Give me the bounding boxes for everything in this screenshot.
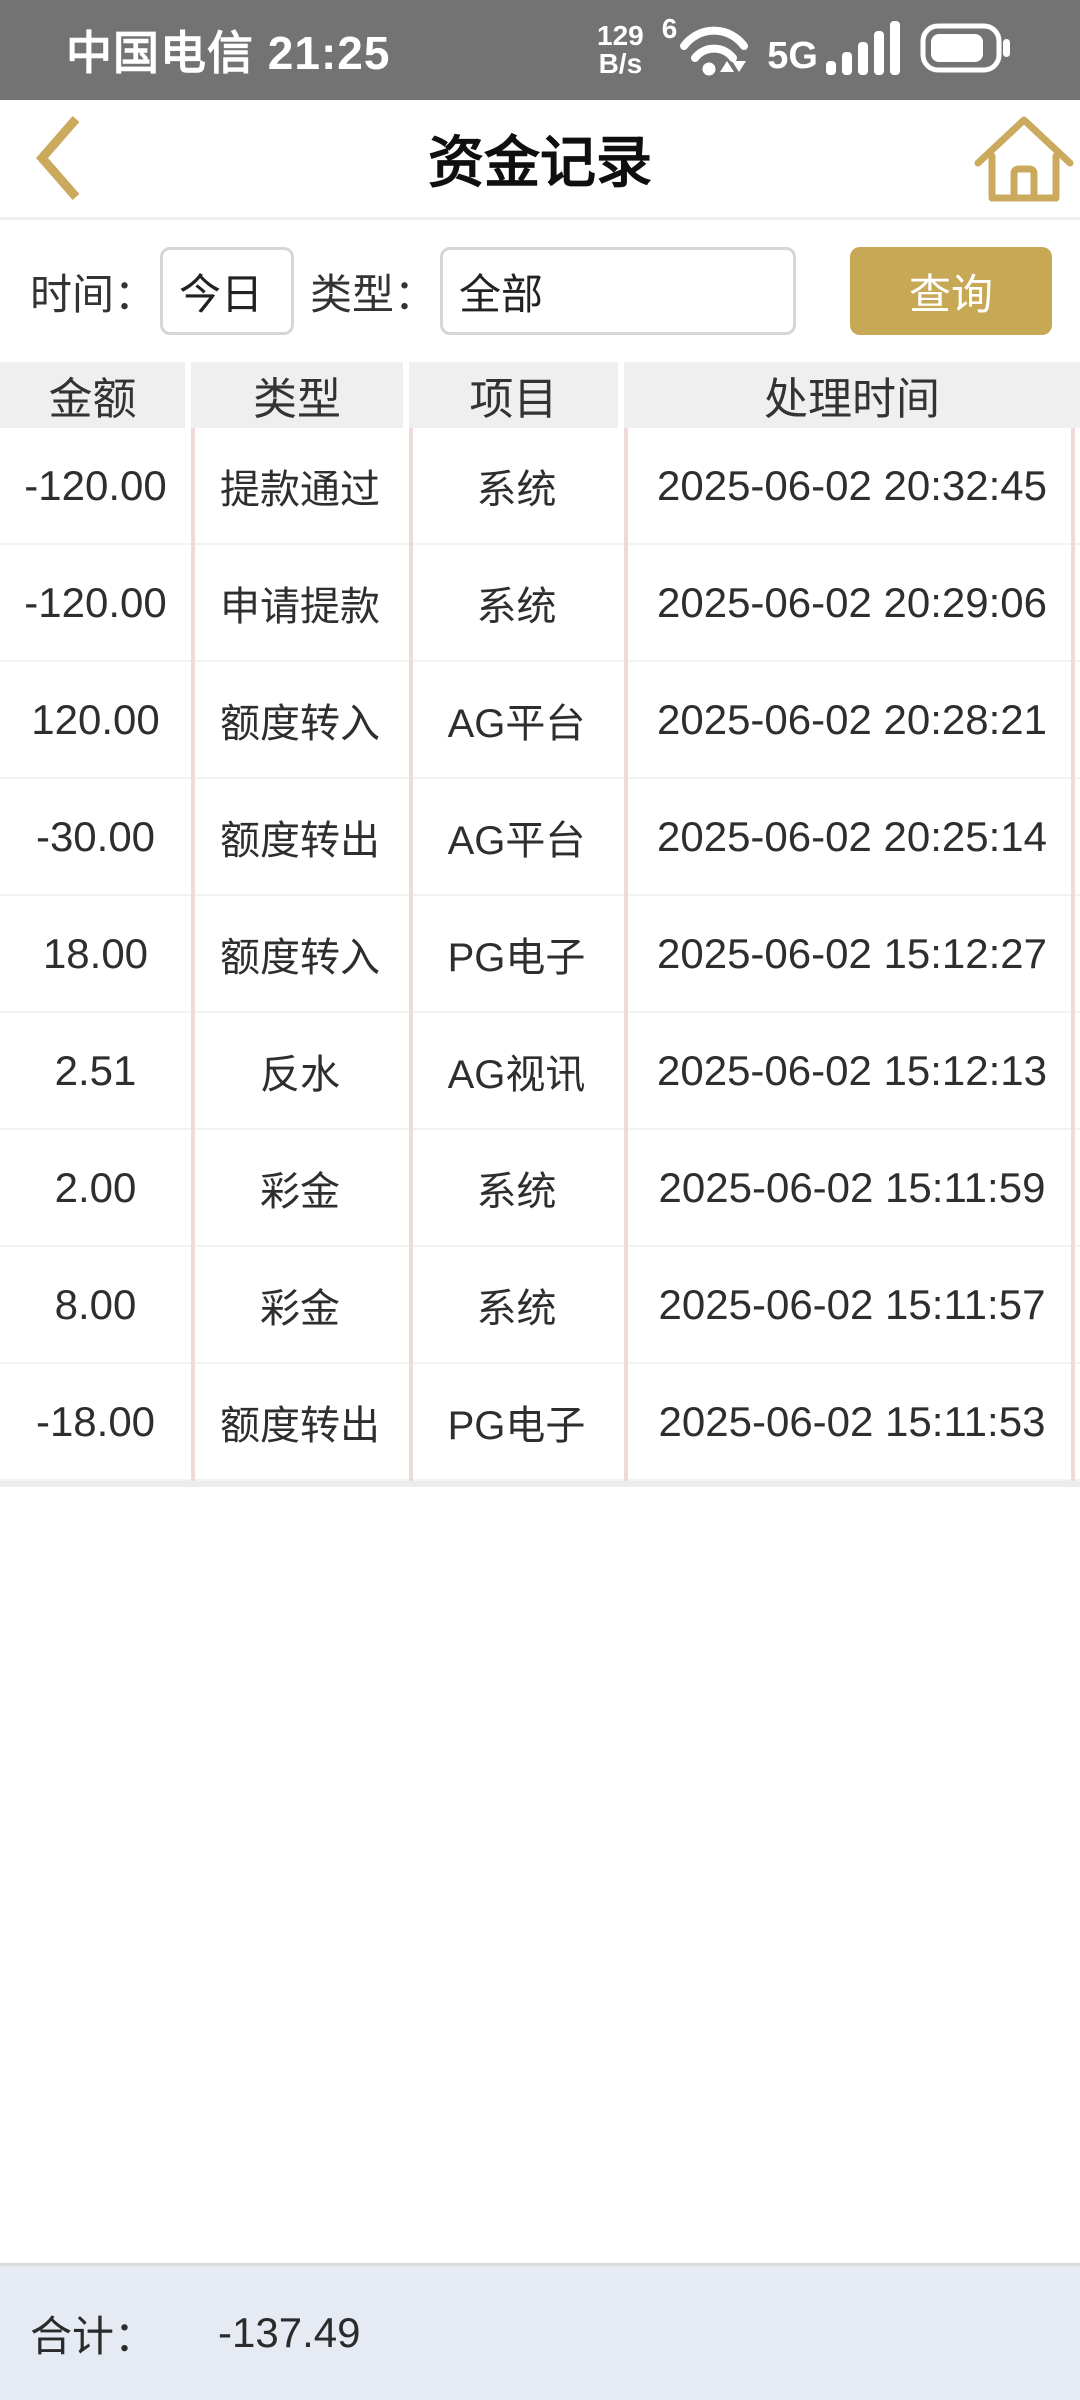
project-cell: 系统 <box>476 1169 557 1214</box>
type-cell: 额度转出 <box>220 1403 380 1448</box>
time-cell: 2025-06-02 20:25:14 <box>657 812 1047 860</box>
type-cell: 额度转入 <box>220 935 380 980</box>
home-button[interactable] <box>972 108 1076 212</box>
network-type-label: 5G <box>767 34 818 77</box>
project-cell: PG电子 <box>447 1403 586 1448</box>
time-filter-label: 时间： <box>30 270 157 318</box>
table-header-row: 金额 类型 项目 处理时间 <box>0 362 1080 428</box>
project-cell: AG平台 <box>447 701 586 746</box>
column-header-amount: 金额 <box>0 362 191 428</box>
type-cell: 申请提款 <box>220 584 380 629</box>
project-cell: PG电子 <box>447 935 586 980</box>
status-icons: 129 B/s 6 5G <box>597 13 1010 82</box>
table-row: -30.00 额度转出 AG平台 2025-06-02 20:25:14 <box>0 779 1080 896</box>
network-speed-indicator: 129 B/s <box>597 22 644 78</box>
type-cell: 提款通过 <box>220 467 380 512</box>
amount-cell: -30.00 <box>35 812 156 860</box>
table-row: 2.51 反水 AG视讯 2025-06-02 15:12:13 <box>0 1013 1080 1130</box>
query-button[interactable]: 查询 <box>850 247 1052 335</box>
amount-cell: -120.00 <box>24 461 167 509</box>
home-icon <box>972 108 1076 213</box>
network-speed-value: 129 <box>597 20 644 51</box>
type-cell: 额度转出 <box>220 818 380 863</box>
amount-cell: 2.51 <box>54 1046 137 1094</box>
chevron-left-icon <box>30 112 86 209</box>
type-filter-select[interactable]: 全部 <box>440 247 797 335</box>
time-cell: 2025-06-02 15:12:27 <box>657 929 1047 977</box>
amount-cell: -18.00 <box>35 1397 156 1445</box>
funds-table: 金额 类型 项目 处理时间 -120.00 提款通过 系统 2025-06-02… <box>0 362 1080 1487</box>
column-divider <box>1071 428 1075 1481</box>
time-cell: 2025-06-02 15:11:57 <box>658 1280 1046 1328</box>
battery-icon <box>920 23 1010 78</box>
column-divider <box>409 428 413 1481</box>
project-cell: 系统 <box>476 467 557 512</box>
carrier-and-time: 中国电信 21:25 <box>66 27 391 79</box>
type-cell: 额度转入 <box>220 701 380 746</box>
time-filter-select[interactable]: 今日 <box>160 247 295 335</box>
table-body: -120.00 提款通过 系统 2025-06-02 20:32:45 -120… <box>0 428 1080 1481</box>
wifi6-badge: 6 <box>661 12 678 44</box>
total-label: 合计： <box>30 2312 157 2360</box>
table-row: -120.00 提款通过 系统 2025-06-02 20:32:45 <box>0 428 1080 545</box>
project-cell: 系统 <box>476 584 557 629</box>
column-header-time: 处理时间 <box>624 362 1080 428</box>
type-cell: 彩金 <box>260 1169 340 1214</box>
project-cell: AG视讯 <box>447 1052 586 1097</box>
amount-cell: 18.00 <box>42 929 149 977</box>
time-cell: 2025-06-02 15:11:53 <box>658 1397 1046 1445</box>
time-cell: 2025-06-02 20:28:21 <box>657 695 1047 743</box>
amount-cell: 8.00 <box>54 1280 137 1328</box>
table-row: 8.00 彩金 系统 2025-06-02 15:11:57 <box>0 1247 1080 1364</box>
type-cell: 彩金 <box>260 1286 340 1331</box>
app-header: 资金记录 <box>0 100 1080 220</box>
total-value: -137.49 <box>218 2309 361 2356</box>
total-footer: 合计： -137.49 <box>0 2263 1080 2400</box>
column-header-project: 项目 <box>409 362 624 428</box>
table-row: 18.00 额度转入 PG电子 2025-06-02 15:12:27 <box>0 896 1080 1013</box>
column-divider <box>191 428 195 1481</box>
amount-cell: 120.00 <box>31 695 160 743</box>
table-row: -120.00 申请提款 系统 2025-06-02 20:29:06 <box>0 545 1080 662</box>
column-header-type: 类型 <box>191 362 409 428</box>
time-cell: 2025-06-02 15:11:59 <box>658 1163 1046 1211</box>
amount-cell: -120.00 <box>24 578 167 626</box>
time-cell: 2025-06-02 15:12:13 <box>657 1046 1047 1094</box>
signal-bars-icon <box>826 20 902 80</box>
table-bottom-border <box>0 1481 1080 1487</box>
time-cell: 2025-06-02 20:29:06 <box>657 578 1047 626</box>
time-filter-value: 今日 <box>179 270 264 318</box>
page-title: 资金记录 <box>428 131 652 194</box>
status-bar: 中国电信 21:25 129 B/s 6 5G <box>0 0 1080 100</box>
table-row: -18.00 额度转出 PG电子 2025-06-02 15:11:53 <box>0 1364 1080 1481</box>
back-button[interactable] <box>28 114 88 206</box>
type-filter-label: 类型： <box>310 270 437 318</box>
wifi-indicator: 6 <box>662 13 750 82</box>
amount-cell: 2.00 <box>54 1163 137 1211</box>
table-row: 2.00 彩金 系统 2025-06-02 15:11:59 <box>0 1130 1080 1247</box>
project-cell: AG平台 <box>447 818 586 863</box>
time-cell: 2025-06-02 20:32:45 <box>657 461 1047 509</box>
type-cell: 反水 <box>260 1052 340 1097</box>
filter-bar: 时间： 今日 类型： 全部 查询 <box>0 220 1080 362</box>
network-speed-unit: B/s <box>598 48 643 79</box>
type-filter-value: 全部 <box>459 270 544 318</box>
project-cell: 系统 <box>476 1286 557 1331</box>
wifi-icon <box>679 19 749 82</box>
column-divider <box>624 428 628 1481</box>
cellular-indicator: 5G <box>767 20 902 80</box>
table-row: 120.00 额度转入 AG平台 2025-06-02 20:28:21 <box>0 662 1080 779</box>
